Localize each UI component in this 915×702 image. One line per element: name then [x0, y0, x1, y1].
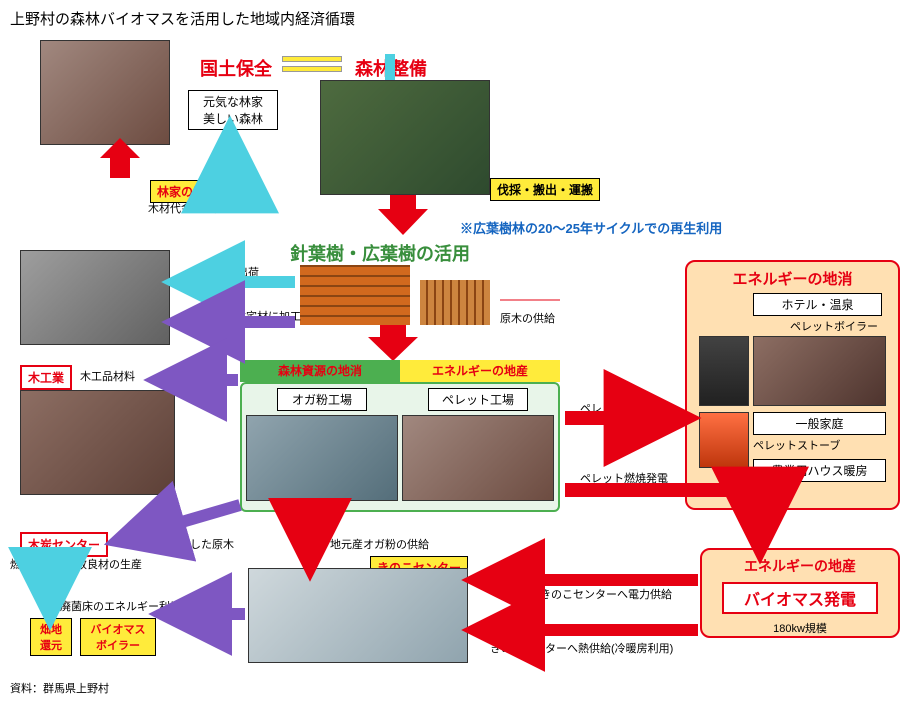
header-chishou-chisan: 森林資源の地消 エネルギーの地産 [240, 360, 560, 382]
photo-lumber-yard [20, 250, 170, 345]
label-jimoto-oga: 地元産オガ粉の供給 [330, 536, 429, 552]
photo-wood-products [20, 390, 175, 495]
label-pellet-supply: ペレットの供給 [580, 400, 657, 416]
photo-boiler [699, 336, 749, 406]
illustration-logs-2 [420, 280, 490, 325]
label-cycle-note: ※広葉樹林の20～25年サイクルでの再生利用 [460, 218, 722, 237]
label-kinoko-power: きのこセンターへ電力供給 [540, 586, 672, 602]
label-mokuzai-daikin: 木材代金の還元 [148, 200, 225, 216]
box-mokkou: 木工業 [20, 365, 72, 390]
label-kinoko-heat: きのこセンターへ熱供給(冷暖房利用) [490, 640, 673, 656]
box-genki: 元気な林家 美しい森林 [188, 90, 278, 130]
label-genboku: 原木の供給 [500, 310, 555, 326]
source-label: 資料：群馬県上野村 [10, 680, 109, 696]
photo-kinoko-center [248, 568, 468, 663]
label-kokudo: 国土保全 [200, 55, 272, 81]
arrow-down-red-2 [368, 325, 418, 361]
panel-biomass: エネルギーの地産 バイオマス発電 180kw規模 [700, 548, 900, 638]
box-hatake: 畑地 還元 [30, 618, 72, 656]
label-kumiai: 森林組合が住宅材に加工 [180, 308, 301, 324]
photo-stove [699, 412, 749, 468]
photo-forestry-workers [40, 40, 170, 145]
box-pellet: ペレット工場 [428, 388, 528, 411]
panel-energy-chishou: エネルギーの地消 ホテル・温泉 ペレットボイラー 一般家庭 ペレットストーブ 農… [685, 260, 900, 510]
connector-yellow-1 [282, 56, 342, 62]
label-senbetsu: 選別した原木 [168, 536, 234, 552]
label-shijou: 市場出荷 [215, 264, 259, 280]
connector-yellow-2 [282, 66, 342, 72]
photo-forest [320, 80, 490, 195]
photo-onsen [753, 336, 886, 406]
frame-factories: オガ粉工場 ペレット工場 [240, 382, 560, 512]
label-shinrin-seibi: 森林整備 [355, 55, 427, 81]
label-katsuyou: 針葉樹・広葉樹の活用 [290, 240, 470, 266]
label-mokkou-sub: 木工品材料 [80, 368, 135, 384]
box-mokutan: 木炭センター [20, 532, 108, 557]
label-pellet-hatsuden: ペレット燃焼発電 [580, 470, 668, 486]
label-bassai: 伐採・搬出・運搬 [490, 178, 600, 201]
illustration-logs-1 [300, 265, 410, 325]
photo-pellet-factory [402, 415, 554, 501]
box-biomass-boiler: バイオマス ボイラー [80, 618, 156, 656]
arrow-down-red-1 [378, 195, 428, 235]
page-title: 上野村の森林バイオマスを活用した地域内経済循環 [10, 8, 355, 29]
label-haikinshou: 廃菌床のエネルギー利用 [60, 598, 181, 614]
photo-ogako-factory [246, 415, 398, 501]
box-ogako: オガ粉工場 [277, 388, 367, 411]
label-mokutan-sub: 燃料炭・土壌改良材の生産 [10, 556, 142, 572]
